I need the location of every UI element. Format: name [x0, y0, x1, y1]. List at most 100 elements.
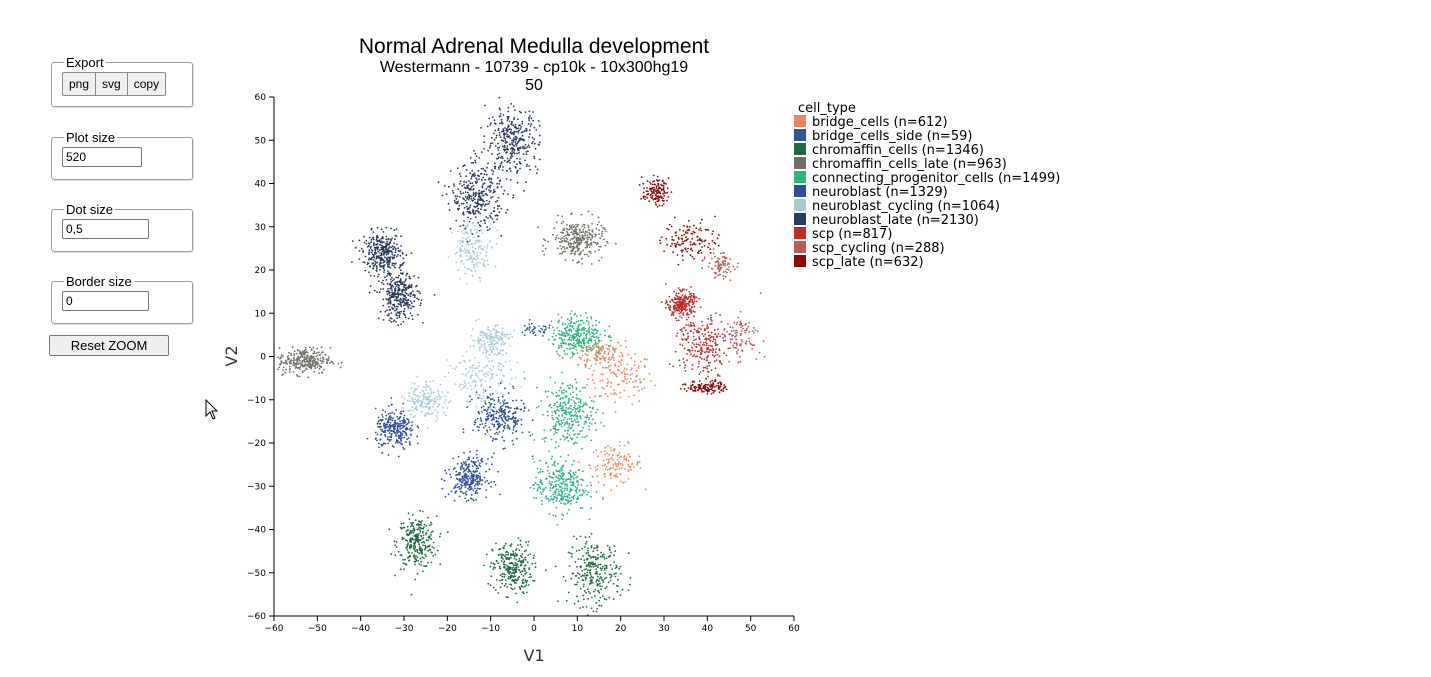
point — [592, 590, 595, 593]
point — [462, 431, 465, 434]
point — [610, 489, 613, 492]
point — [484, 104, 486, 107]
point — [504, 139, 507, 142]
point — [427, 539, 430, 542]
point — [581, 507, 584, 509]
point — [574, 332, 577, 335]
border-size-input[interactable] — [62, 291, 149, 311]
point — [517, 127, 520, 129]
point — [385, 426, 387, 429]
point — [583, 403, 585, 406]
point — [519, 588, 522, 590]
point — [507, 411, 510, 413]
point — [619, 462, 622, 465]
point — [572, 498, 575, 500]
point — [575, 334, 578, 337]
point — [629, 466, 632, 469]
point — [480, 247, 483, 250]
point — [476, 261, 479, 264]
point — [539, 491, 542, 494]
point — [472, 457, 475, 460]
point — [480, 208, 482, 211]
point — [532, 140, 534, 143]
point — [475, 182, 478, 185]
point — [427, 385, 430, 388]
mouse-cursor-icon — [205, 399, 219, 420]
point — [604, 357, 607, 359]
point — [562, 229, 564, 232]
point — [560, 489, 562, 492]
point — [461, 185, 464, 187]
point — [469, 395, 471, 398]
point — [611, 568, 614, 570]
point — [541, 500, 543, 502]
point — [515, 549, 517, 551]
dot-size-input[interactable] — [62, 219, 149, 239]
point — [567, 411, 570, 414]
point — [581, 436, 584, 438]
point — [549, 476, 552, 479]
point — [568, 319, 571, 322]
point — [427, 536, 430, 539]
point — [509, 157, 512, 160]
point — [596, 241, 599, 244]
point — [407, 533, 410, 536]
point — [497, 142, 499, 145]
point — [415, 405, 418, 407]
point — [435, 415, 438, 417]
point — [500, 392, 503, 394]
point — [468, 359, 471, 362]
point — [601, 345, 603, 348]
export-png-button[interactable]: png — [62, 72, 97, 96]
point — [449, 473, 452, 476]
point — [573, 414, 576, 417]
point — [416, 573, 419, 575]
point — [569, 437, 572, 439]
point — [483, 209, 486, 211]
point — [588, 331, 591, 334]
export-copy-button[interactable]: copy — [127, 72, 167, 96]
point — [560, 397, 562, 399]
point — [559, 387, 562, 389]
point — [521, 135, 524, 137]
point — [317, 351, 320, 354]
point — [459, 384, 461, 386]
point — [533, 579, 536, 582]
reset-zoom-button[interactable]: Reset ZOOM — [49, 335, 169, 356]
point — [585, 312, 587, 314]
point — [417, 540, 420, 542]
point — [609, 339, 612, 342]
point — [417, 276, 420, 279]
point — [560, 222, 563, 225]
point — [419, 304, 422, 307]
point — [465, 175, 468, 178]
point — [459, 175, 462, 178]
point — [562, 575, 565, 578]
point — [576, 225, 579, 228]
point — [389, 278, 392, 281]
point — [509, 345, 511, 347]
point — [562, 392, 565, 394]
point — [571, 385, 573, 387]
point — [578, 549, 581, 552]
point — [480, 406, 483, 409]
point — [528, 568, 531, 570]
point — [470, 334, 473, 337]
point — [513, 149, 516, 152]
export-svg-button[interactable]: svg — [96, 72, 128, 96]
point — [476, 252, 479, 255]
point — [520, 126, 522, 128]
plot-size-input[interactable] — [62, 147, 142, 167]
point — [503, 555, 506, 557]
point — [290, 362, 292, 364]
point — [494, 162, 496, 165]
point — [612, 582, 615, 585]
point — [454, 195, 457, 198]
point — [428, 544, 431, 547]
point — [324, 353, 327, 356]
point — [605, 344, 608, 346]
point — [581, 327, 584, 330]
point — [601, 555, 604, 558]
point — [589, 339, 591, 342]
